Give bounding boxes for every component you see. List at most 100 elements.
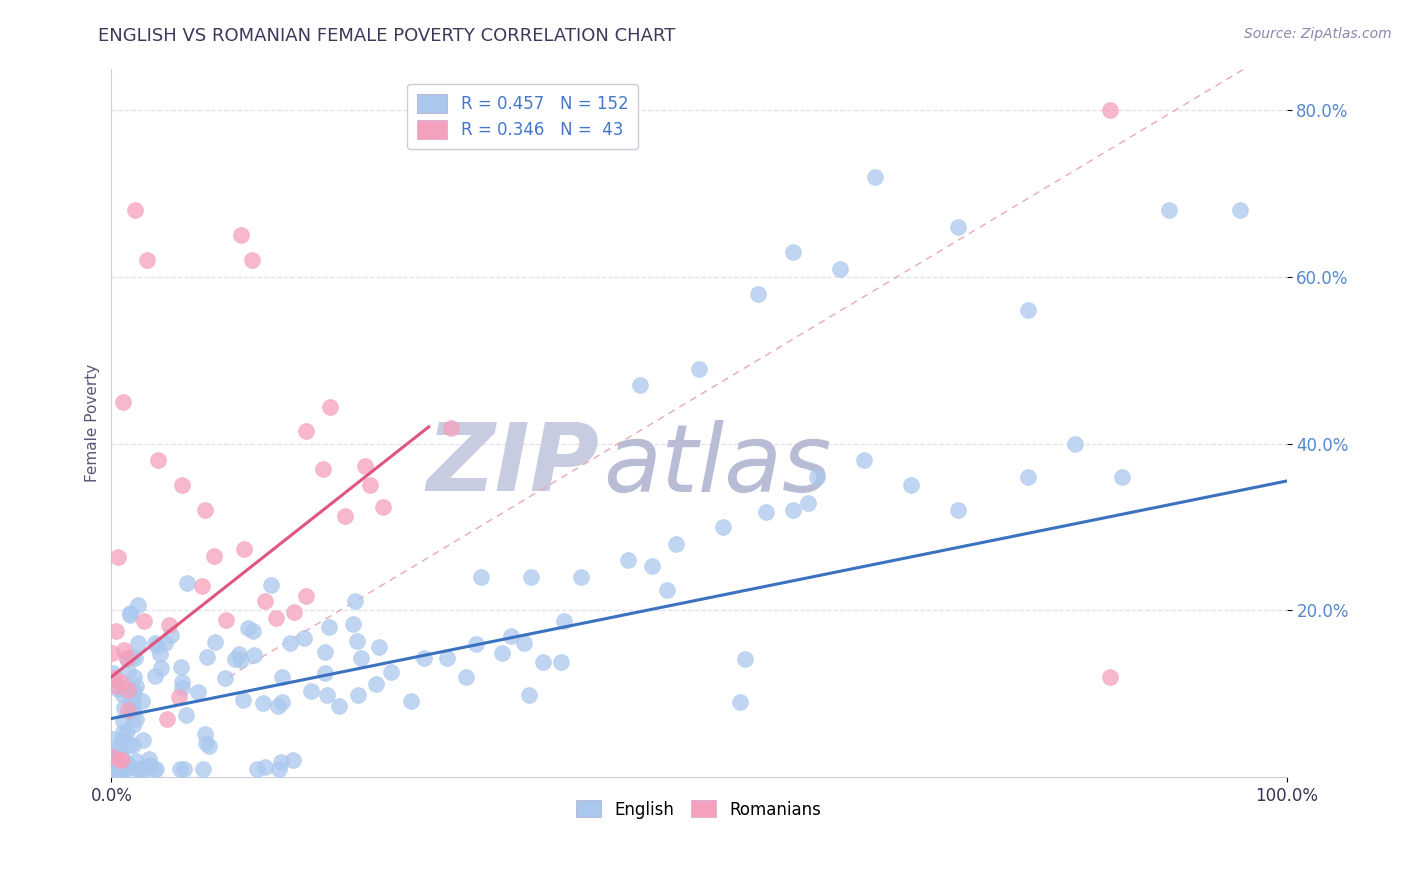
Point [193, 762, 215, 776]
Point [194, 736, 217, 750]
Point [128, 762, 150, 776]
Text: Source: ZipAtlas.com: Source: ZipAtlas.com [1244, 27, 1392, 41]
Point [112, 701, 135, 715]
Point [271, 670, 294, 684]
Y-axis label: Female Poverty: Female Poverty [86, 364, 100, 482]
Point [1157, 203, 1180, 218]
Point [512, 636, 534, 650]
Point [231, 652, 253, 666]
Point [628, 378, 651, 392]
Point [117, 664, 139, 678]
Point [110, 675, 132, 690]
Point [399, 694, 422, 708]
Point [319, 400, 342, 414]
Point [1017, 470, 1039, 484]
Point [828, 261, 851, 276]
Point [278, 635, 301, 649]
Point [111, 732, 134, 747]
Point [115, 724, 138, 739]
Point [412, 651, 434, 665]
Point [204, 634, 226, 648]
Point [139, 758, 162, 772]
Point [111, 762, 134, 776]
Point [1099, 670, 1122, 684]
Point [112, 642, 135, 657]
Point [553, 615, 575, 629]
Point [1229, 203, 1251, 218]
Point [318, 620, 340, 634]
Point [112, 725, 135, 739]
Point [125, 712, 148, 726]
Point [245, 762, 267, 776]
Point [118, 738, 141, 752]
Point [110, 746, 132, 760]
Point [107, 740, 129, 755]
Point [170, 660, 193, 674]
Point [101, 665, 124, 680]
Point [641, 559, 664, 574]
Point [380, 665, 402, 679]
Point [157, 617, 180, 632]
Point [353, 459, 375, 474]
Point [122, 706, 145, 721]
Point [100, 647, 122, 661]
Point [145, 762, 167, 776]
Point [664, 536, 686, 550]
Text: atlas: atlas [603, 420, 831, 511]
Point [125, 762, 148, 776]
Point [501, 629, 523, 643]
Point [688, 361, 710, 376]
Point [347, 688, 370, 702]
Point [191, 579, 214, 593]
Point [946, 503, 969, 517]
Point [187, 685, 209, 699]
Point [149, 661, 172, 675]
Point [617, 553, 640, 567]
Point [110, 753, 132, 767]
Point [755, 505, 778, 519]
Point [295, 425, 318, 439]
Point [550, 655, 572, 669]
Point [124, 679, 146, 693]
Point [238, 621, 260, 635]
Point [105, 752, 128, 766]
Point [117, 652, 139, 666]
Point [121, 738, 143, 752]
Point [134, 762, 156, 776]
Point [194, 503, 217, 517]
Point [169, 762, 191, 776]
Point [101, 749, 124, 764]
Point [143, 636, 166, 650]
Point [101, 762, 124, 776]
Point [1017, 303, 1039, 318]
Point [195, 649, 218, 664]
Point [470, 570, 492, 584]
Point [655, 582, 678, 597]
Point [229, 228, 252, 243]
Point [233, 541, 256, 556]
Point [271, 694, 294, 708]
Point [117, 757, 139, 772]
Point [176, 707, 198, 722]
Point [138, 759, 160, 773]
Point [281, 753, 304, 767]
Point [456, 670, 478, 684]
Point [122, 683, 145, 698]
Point [101, 732, 124, 747]
Point [328, 699, 350, 714]
Point [145, 639, 167, 653]
Point [131, 694, 153, 708]
Point [132, 733, 155, 747]
Point [491, 646, 513, 660]
Point [364, 676, 387, 690]
Point [129, 762, 152, 776]
Point [900, 478, 922, 492]
Point [852, 453, 875, 467]
Point [124, 651, 146, 665]
Point [346, 634, 368, 648]
Point [156, 712, 179, 726]
Point [242, 253, 264, 268]
Point [124, 203, 146, 218]
Point [142, 762, 165, 776]
Point [173, 762, 195, 776]
